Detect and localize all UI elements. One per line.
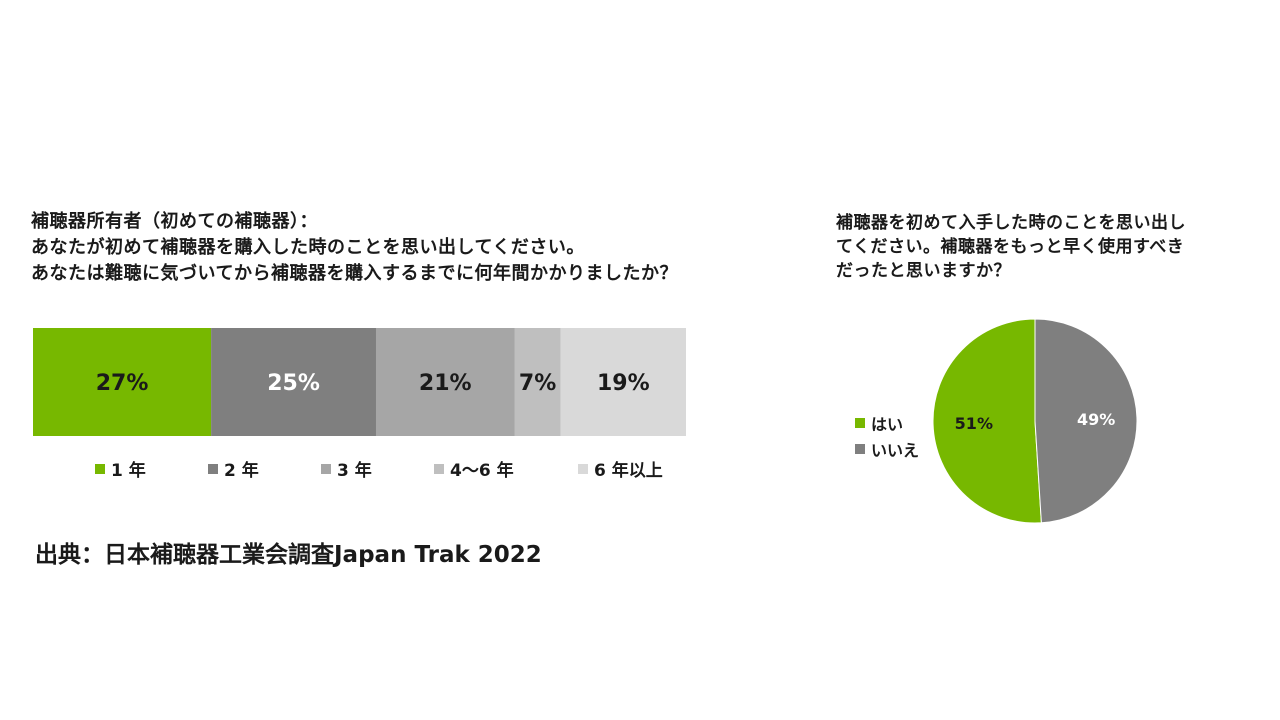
legend-item: 6 年以上 (578, 456, 663, 481)
legend-swatch (855, 418, 865, 428)
bar-value-label: 25% (267, 371, 320, 396)
pie-chart-title-line: 補聴器を初めて入手した時のことを思い出し (836, 213, 1186, 233)
bar-value-label: 27% (96, 371, 149, 396)
legend-swatch (208, 463, 218, 474)
pie-slice (1034, 318, 1138, 524)
bar-segment (514, 328, 561, 436)
bar-segment (211, 328, 376, 436)
pie-chart: 51% 49% (932, 318, 1138, 524)
pie-value-label: 51% (955, 414, 993, 433)
bar-value-label: 19% (597, 371, 650, 396)
pie-slice (932, 318, 1042, 524)
legend-label: いいえ (871, 441, 920, 460)
bar-value-label: 21% (419, 371, 472, 396)
legend-label: 3 年 (337, 461, 372, 481)
legend-item: 2 年 (208, 456, 259, 481)
bar-chart-title-line: あなたが初めて補聴器を購入した時のことを思い出してください。 (31, 237, 585, 258)
legend-label: 1 年 (111, 461, 146, 481)
pie-chart-title: 補聴器を初めて入手した時のことを思い出し てください。補聴器をもっと早く使用すべ… (836, 211, 1256, 283)
legend-item: 1 年 (95, 456, 146, 481)
legend-swatch (578, 463, 588, 474)
legend-swatch (434, 463, 444, 474)
pie-value-label: 49% (1077, 410, 1115, 429)
pie-chart-legend: はい いいえ (855, 410, 919, 462)
legend-item: 3 年 (321, 456, 372, 481)
pie-chart-title-line: てください。補聴器をもっと早く使用すべき (836, 237, 1185, 257)
legend-swatch (855, 444, 865, 454)
source-note: 出典：日本補聴器工業会調査Japan Trak 2022 (35, 542, 542, 568)
bar-value-label: 7% (519, 371, 556, 396)
legend-label: はい (871, 415, 904, 434)
legend-item: はい (855, 410, 919, 436)
legend-swatch (321, 463, 331, 474)
bar-segment (33, 328, 212, 436)
bar-segment (375, 328, 515, 436)
legend-item: 4～6 年 (434, 456, 514, 481)
bar-chart-title: 補聴器所有者（初めての補聴器）： あなたが初めて補聴器を購入した時のことを思い出… (31, 209, 811, 287)
legend-label: 4～6 年 (450, 461, 514, 481)
bar-chart-legend: 1 年 2 年 3 年 4～6 年 6 年以上 (33, 456, 693, 481)
stacked-bar-chart: 27% 25% 21% 7% 19% (33, 328, 686, 436)
legend-label: 6 年以上 (594, 461, 663, 481)
bar-chart-title-line: 補聴器所有者（初めての補聴器）： (31, 211, 318, 232)
pie-chart-title-line: だったと思いますか？ (836, 261, 1011, 281)
bar-chart-title-line: あなたは難聴に気づいてから補聴器を購入するまでに何年間かかりましたか？ (31, 263, 678, 284)
legend-label: 2 年 (224, 461, 259, 481)
legend-swatch (95, 463, 105, 474)
bar-segment (560, 328, 686, 436)
legend-item: いいえ (855, 436, 919, 462)
